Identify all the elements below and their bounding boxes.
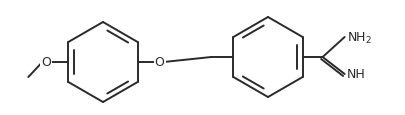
Text: O: O bbox=[154, 56, 164, 69]
Text: O: O bbox=[41, 56, 51, 69]
Text: NH: NH bbox=[346, 68, 364, 81]
Text: NH$_2$: NH$_2$ bbox=[346, 30, 371, 45]
